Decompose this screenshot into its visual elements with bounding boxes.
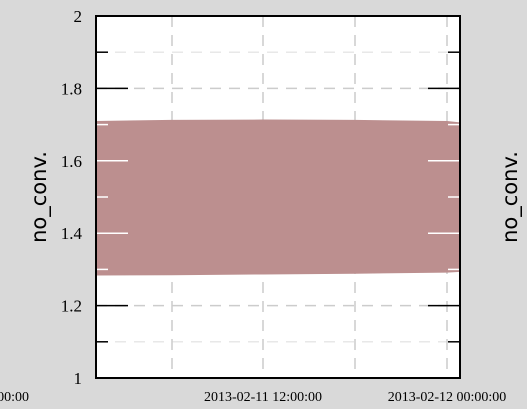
y-tick-label: 1.6 (61, 152, 82, 171)
y-tick-label: 1.4 (61, 224, 83, 243)
data-band-area (96, 119, 460, 276)
x-tick-label: 2013-02-11 12:00:00 (204, 390, 322, 405)
data-band (96, 119, 460, 276)
y-tick-label: 1.8 (61, 79, 82, 98)
x-tick-label: 00:00 (0, 390, 29, 405)
tick-marks (96, 51, 460, 343)
y-tick-label: 2 (74, 7, 83, 26)
y-tick-label: 1.2 (61, 297, 82, 316)
y-tick-label: 1 (74, 369, 83, 388)
x-axis-tick-labels: 00:00 2013-02-11 12:00:00 2013-02-12 00:00… (0, 390, 506, 405)
secondary-y-axis-title: no_conv. (498, 151, 523, 243)
y-axis-title: no_conv. (27, 151, 52, 243)
plot-frame (95, 15, 461, 379)
x-tick-label: 2013-02-12 00:00:00 (388, 390, 507, 405)
y-axis-tick-labels: 1 1.2 1.4 1.6 1.8 2 (61, 7, 83, 388)
